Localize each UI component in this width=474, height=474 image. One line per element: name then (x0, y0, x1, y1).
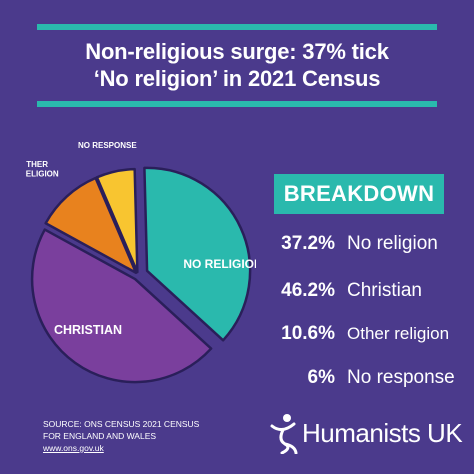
title-top-rule (37, 24, 437, 30)
breakdown-row-other-religion: 10.6% Other religion (250, 320, 470, 348)
pie-slice-other-religion (44, 176, 138, 275)
breakdown-label: No response (347, 367, 455, 388)
pie-label-other-religion: OTHERRELIGION (26, 160, 59, 179)
breakdown-label: Christian (347, 280, 422, 301)
breakdown-row-no-response: 6% No response (250, 364, 470, 392)
logo-text: Humanists UK (302, 418, 463, 448)
source-link[interactable]: www.ons.gov.uk (43, 443, 104, 453)
humanists-uk-logo: Humanists UK (268, 410, 463, 456)
pie-label-no-religion: NO RELIGION (183, 257, 256, 271)
pie-label-no-response: NO RESPONSE (78, 141, 137, 150)
page-title: Non-religious surge: 37% tick ‘No religi… (30, 38, 444, 92)
breakdown-heading: BREAKDOWN (274, 174, 444, 214)
pie-label-christian: CHRISTIAN (54, 323, 122, 337)
breakdown-row-christian: 46.2% Christian (250, 277, 470, 305)
source-note: SOURCE: ONS CENSUS 2021 CENSUS FOR ENGLA… (43, 418, 199, 454)
humanist-figure-icon (270, 414, 298, 454)
breakdown-label: No religion (347, 233, 438, 254)
title-line-1: Non-religious surge: 37% tick (85, 39, 389, 64)
breakdown-percent: 46.2% (281, 280, 335, 301)
breakdown-percent: 10.6% (281, 323, 335, 344)
source-line-2: FOR ENGLAND AND WALES (43, 431, 157, 441)
title-bottom-rule (37, 101, 437, 107)
breakdown-percent: 37.2% (281, 233, 335, 254)
pie-chart: NO RELIGION CHRISTIAN OTHERRELIGION NO RESP… (26, 141, 256, 384)
title-line-2: ‘No religion’ in 2021 Census (93, 66, 381, 91)
pie-slice-no-response (95, 167, 139, 274)
pie-slice-no-religion (143, 166, 252, 342)
breakdown-label: Other religion (347, 324, 450, 343)
breakdown-row-no-religion: 37.2% No religion (250, 230, 470, 258)
pie-slice-christian (30, 228, 213, 384)
breakdown-percent: 6% (307, 367, 335, 388)
source-line-1: SOURCE: ONS CENSUS 2021 CENSUS (43, 419, 200, 429)
